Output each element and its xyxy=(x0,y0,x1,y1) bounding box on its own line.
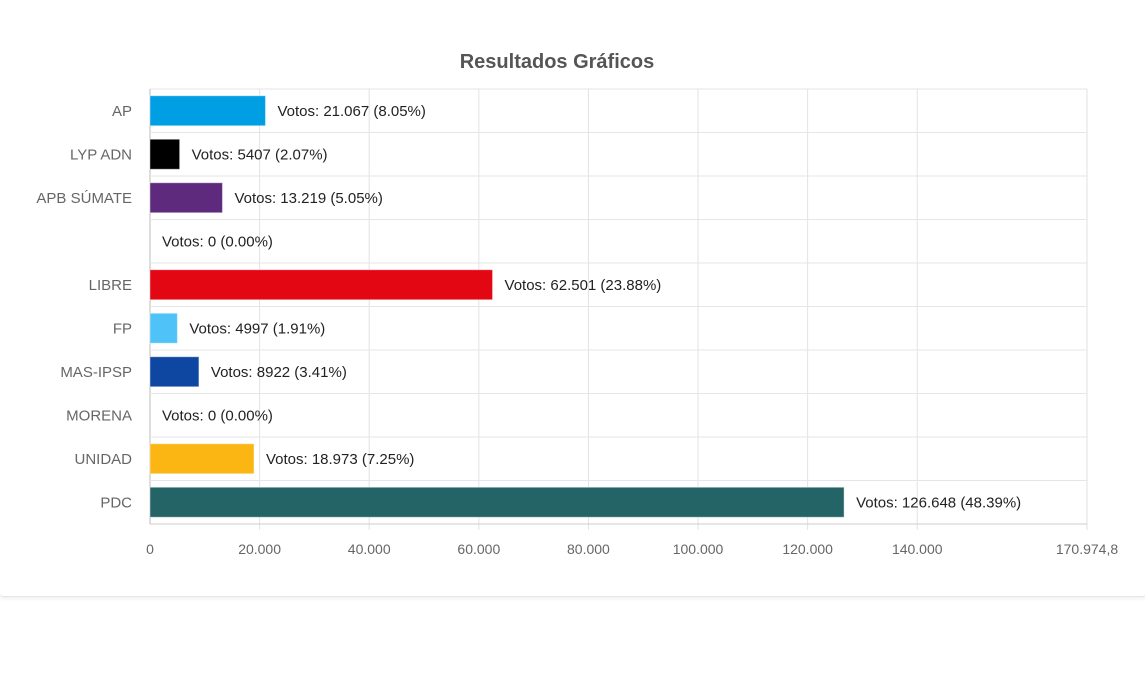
data-label: Votos: 8922 (3.41%) xyxy=(211,364,347,381)
category-label: FP xyxy=(113,320,132,337)
category-label: PDC xyxy=(100,494,132,511)
bar xyxy=(149,356,200,388)
bar xyxy=(149,138,181,170)
data-label: Votos: 21.067 (8.05%) xyxy=(277,103,425,120)
x-tick-label: 40.000 xyxy=(348,541,391,557)
data-label: Votos: 4997 (1.91%) xyxy=(189,320,325,337)
category-label: APB SÚMATE xyxy=(36,190,132,207)
data-label: Votos: 5407 (2.07%) xyxy=(192,146,328,163)
bar xyxy=(149,486,845,518)
x-tick-label: 140.000 xyxy=(892,541,943,557)
x-tick-label: 120.000 xyxy=(782,541,833,557)
x-tick-label: 0 xyxy=(146,541,154,557)
category-label: UNIDAD xyxy=(74,451,132,468)
bar xyxy=(149,269,494,301)
category-label: MAS-IPSP xyxy=(60,364,132,381)
bar xyxy=(149,443,255,475)
bar xyxy=(149,182,223,214)
category-label: LIBRE xyxy=(89,277,132,294)
x-tick-label: 80.000 xyxy=(567,541,610,557)
data-label: Votos: 62.501 (23.88%) xyxy=(505,277,662,294)
x-tick-label: 100.000 xyxy=(673,541,724,557)
category-label: AP xyxy=(112,103,132,120)
x-tick-label: 170.974,8 xyxy=(1056,541,1118,557)
chart-title: Resultados Gráficos xyxy=(460,51,655,73)
data-label: Votos: 126.648 (48.39%) xyxy=(856,494,1021,511)
category-label: LYP ADN xyxy=(70,146,132,163)
category-label: MORENA xyxy=(66,407,132,424)
data-label: Votos: 18.973 (7.25%) xyxy=(266,451,414,468)
bar xyxy=(149,312,178,344)
x-tick-label: 20.000 xyxy=(238,541,281,557)
data-label: Votos: 13.219 (5.05%) xyxy=(234,190,382,207)
data-label: Votos: 0 (0.00%) xyxy=(162,407,273,424)
x-tick-label: 60.000 xyxy=(457,541,500,557)
data-label: Votos: 0 (0.00%) xyxy=(162,233,273,250)
bar xyxy=(149,95,266,127)
